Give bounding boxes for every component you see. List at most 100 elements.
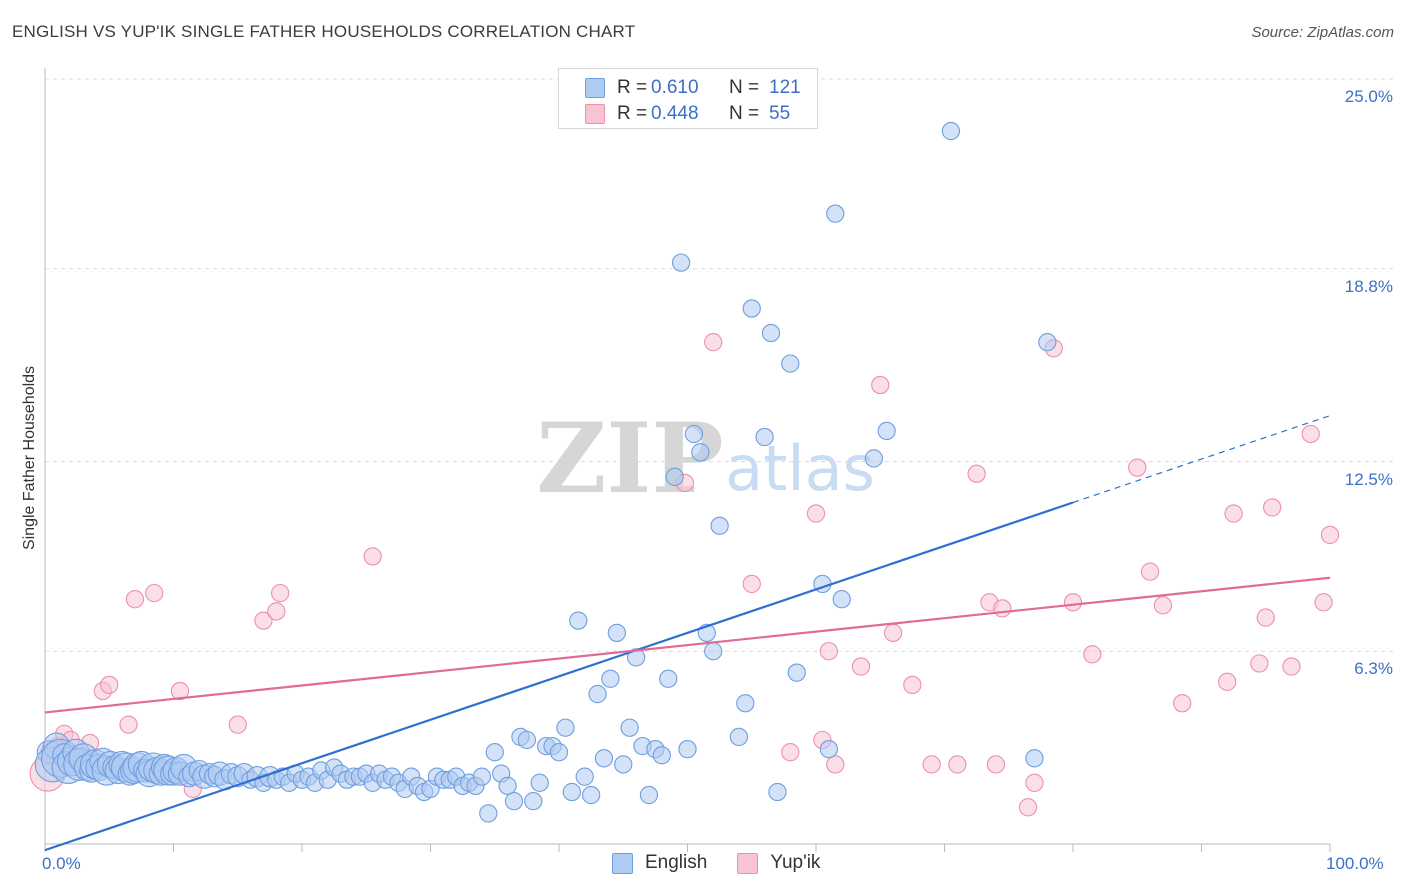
yupik-point-53 — [1282, 657, 1301, 676]
yupik-point-16 — [228, 715, 247, 734]
english-point-83 — [472, 767, 492, 786]
english-point-99 — [575, 767, 594, 786]
english-point-104 — [607, 623, 626, 643]
yupik-point-35 — [967, 464, 986, 483]
r-label: R = — [617, 77, 648, 98]
yupik-point-38 — [993, 599, 1012, 618]
english-point-85 — [485, 743, 504, 762]
english-point-101 — [588, 684, 607, 704]
n-label: N = — [729, 77, 760, 98]
english-n-value: 121 — [769, 77, 801, 98]
yupik-point-37 — [986, 755, 1006, 774]
yupik-legend-swatch — [737, 852, 759, 874]
english-point-91 — [524, 792, 543, 811]
english-point-132 — [832, 590, 851, 609]
yupik-trend-line — [44, 576, 1331, 714]
legend-item-english[interactable]: English — [612, 852, 707, 874]
english-legend-swatch — [612, 852, 633, 874]
english-point-125 — [761, 323, 781, 343]
yupik-point-10 — [100, 675, 119, 695]
source-label: Source: ZipAtlas.com — [1251, 24, 1394, 41]
n-label: N = — [729, 103, 760, 124]
yupik-point-11 — [119, 715, 138, 734]
yupik-point-31 — [883, 623, 903, 643]
yupik-point-14 — [170, 681, 190, 701]
english-point-133 — [864, 449, 883, 468]
x-tick-min: 0.0% — [42, 854, 81, 873]
english-point-92 — [530, 773, 549, 792]
english-trend-extension — [1072, 415, 1331, 504]
stat-legend: R = 0.610 N = 121 R = 0.448 N = 55 — [558, 68, 818, 129]
english-swatch — [585, 78, 605, 98]
yupik-point-39 — [1018, 798, 1038, 817]
english-point-84 — [479, 804, 498, 823]
english-point-115 — [678, 739, 697, 759]
yupik-point-49 — [1224, 504, 1243, 523]
english-r-value: 0.610 — [651, 77, 699, 98]
yupik-point-22 — [704, 333, 723, 352]
watermark-atlas: atlas — [725, 432, 875, 505]
english-point-90 — [517, 730, 537, 750]
english-point-113 — [665, 467, 684, 486]
yupik-point-20 — [363, 547, 382, 566]
yupik-point-24 — [781, 743, 800, 762]
english-point-137 — [1038, 333, 1057, 352]
watermark: ZIP atlas — [536, 402, 875, 515]
english-point-117 — [691, 443, 710, 462]
english-point-116 — [684, 424, 704, 444]
english-point-130 — [819, 739, 838, 759]
english-point-105 — [614, 755, 633, 774]
english-point-95 — [549, 743, 569, 762]
yupik-point-51 — [1256, 608, 1275, 627]
english-point-121 — [729, 727, 749, 747]
english-point-124 — [755, 427, 774, 447]
yupik-point-55 — [1314, 593, 1333, 612]
yupik-point-25 — [806, 504, 826, 523]
x-tick-max: 100.0% — [1326, 854, 1384, 873]
yupik-point-33 — [922, 755, 941, 774]
yupik-point-27 — [819, 642, 838, 661]
yupik-legend-label: Yup'ik — [770, 852, 821, 873]
english-point-100 — [581, 785, 601, 805]
yupik-point-12 — [125, 590, 145, 609]
yupik-point-54 — [1301, 424, 1320, 444]
yupik-r-value: 0.448 — [651, 103, 699, 124]
chart-title: ENGLISH VS YUP'IK SINGLE FATHER HOUSEHOL… — [12, 22, 636, 41]
yupik-point-18 — [267, 602, 286, 621]
legend-item-yupik[interactable]: Yup'ik — [737, 852, 820, 874]
yupik-point-48 — [1218, 672, 1237, 691]
trend-layer — [44, 415, 1331, 852]
yupik-point-34 — [948, 755, 967, 774]
y-tick-label-1: 12.5% — [1344, 469, 1393, 489]
english-point-87 — [498, 776, 517, 796]
yupik-point-28 — [826, 755, 845, 774]
english-point-131 — [826, 204, 845, 223]
grid-layer — [45, 78, 1395, 652]
y-tick-label-2: 18.8% — [1344, 276, 1393, 296]
yupik-point-50 — [1250, 654, 1269, 673]
yupik-point-45 — [1140, 562, 1160, 581]
english-point-134 — [877, 421, 896, 441]
yupik-point-32 — [903, 675, 922, 695]
yupik-point-40 — [1025, 773, 1044, 792]
r-label: R = — [617, 103, 648, 124]
english-point-96 — [556, 718, 575, 737]
yupik-point-30 — [871, 375, 890, 395]
stat-row-english: R = 0.610 N = 121 — [585, 76, 801, 100]
english-point-126 — [768, 782, 787, 802]
english-point-120 — [710, 516, 729, 535]
english-point-97 — [562, 782, 581, 802]
english-point-136 — [1025, 749, 1044, 768]
english-point-123 — [742, 299, 761, 318]
english-point-109 — [639, 785, 659, 805]
axis-layer — [44, 68, 1331, 852]
yupik-point-29 — [851, 657, 871, 676]
english-point-119 — [704, 642, 723, 661]
english-trend-line — [44, 501, 1074, 852]
english-point-122 — [736, 694, 755, 713]
yupik-point-23 — [742, 574, 761, 594]
english-point-103 — [601, 669, 620, 688]
yupik-point-19 — [271, 583, 290, 603]
yupik-point-56 — [1320, 525, 1340, 545]
